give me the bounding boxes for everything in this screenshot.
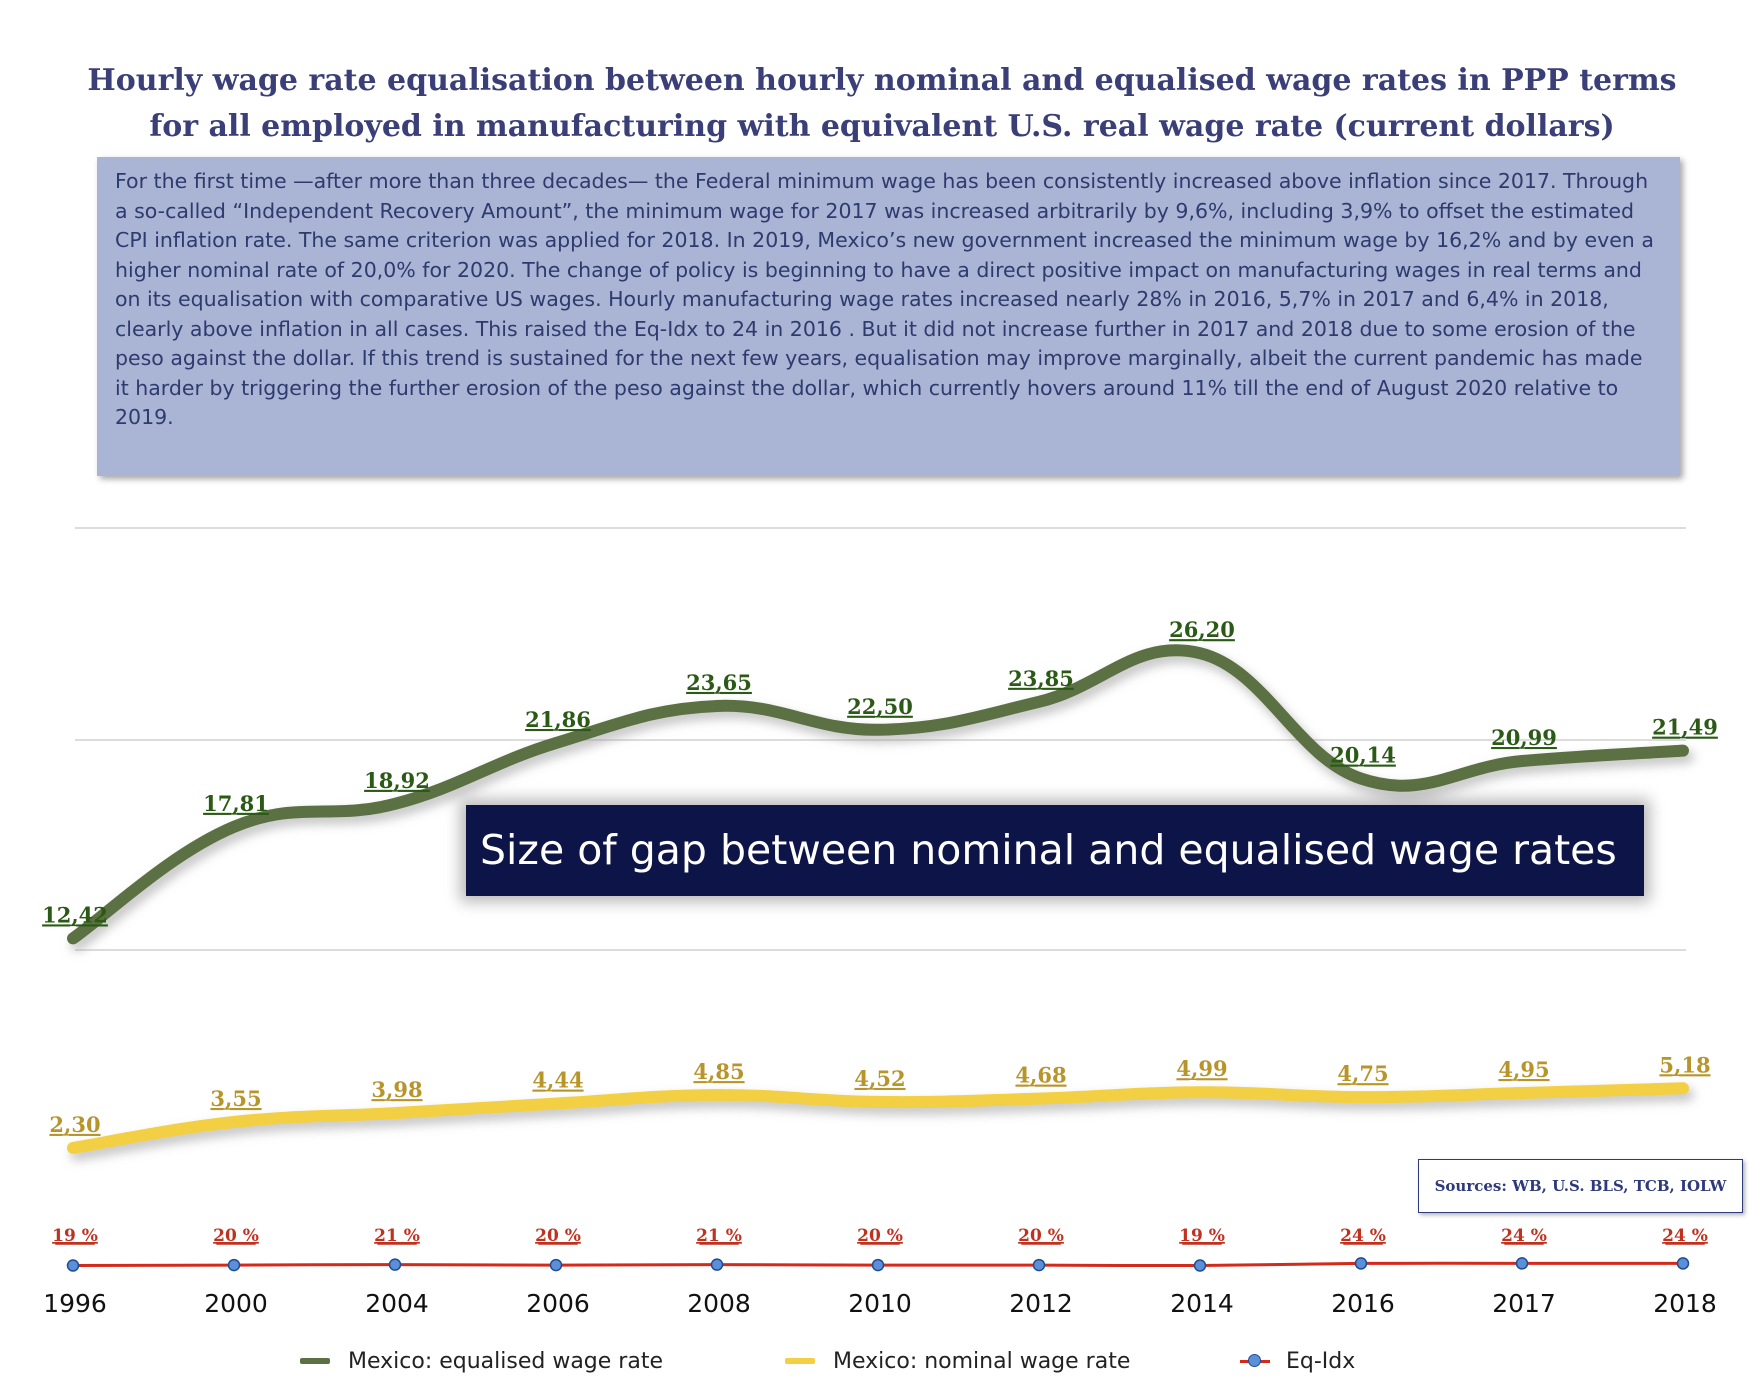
nominal-data-label: 4,99	[1176, 1056, 1227, 1081]
x-tick-label: 2017	[1492, 1289, 1556, 1318]
legend-swatch-equalised	[300, 1358, 330, 1364]
eqidx-marker	[1193, 1259, 1207, 1272]
equalised-data-label: 12,42	[42, 902, 108, 927]
eqidx-data-label: 20 %	[1018, 1226, 1064, 1246]
equalised-data-label: 17,81	[203, 791, 269, 816]
x-tick-label: 2014	[1170, 1289, 1234, 1318]
x-tick-label: 2012	[1009, 1289, 1073, 1318]
x-axis-ticks: 1996 2000 2004 2006 2008 2010 2012 2014 2016 2017…	[43, 1289, 1717, 1318]
nominal-wage-line	[67, 1082, 1689, 1154]
x-tick-label: 2018	[1653, 1289, 1717, 1318]
eqidx-data-label: 24 %	[1501, 1226, 1547, 1246]
sources-box: Sources: WB, U.S. BLS, TCB, IOLW	[1418, 1159, 1743, 1213]
nominal-data-label: 4,52	[854, 1066, 905, 1091]
eqidx-marker	[871, 1258, 885, 1272]
eqidx-data-label: 24 %	[1340, 1226, 1386, 1246]
eqidx-data-label: 20 %	[857, 1226, 903, 1246]
eqidx-data-label: 21 %	[696, 1226, 742, 1246]
x-tick-label: 2000	[204, 1289, 268, 1318]
commentary-note: For the first time —after more than thre…	[97, 157, 1680, 476]
nominal-data-label: 5,18	[1659, 1052, 1710, 1077]
eqidx-marker	[1515, 1257, 1529, 1270]
equalised-data-label: 23,85	[1008, 666, 1074, 691]
chart-title-line-1: Hourly wage rate equalisation between ho…	[87, 63, 1677, 98]
eqidx-data-label: 19 %	[1179, 1226, 1225, 1246]
eqidx-marker	[1032, 1258, 1046, 1272]
equalised-data-label: 21,49	[1652, 715, 1718, 740]
legend-swatch-nominal	[785, 1358, 815, 1364]
legend-label-eqidx: Eq-Idx	[1286, 1348, 1356, 1374]
x-tick-label: 2008	[687, 1289, 751, 1318]
x-tick-label: 2004	[365, 1289, 429, 1318]
legend-item-equalised: Mexico: equalised wage rate	[300, 1346, 663, 1376]
nominal-data-label: 4,75	[1337, 1061, 1388, 1086]
equalised-data-label: 20,14	[1330, 743, 1396, 768]
chart-title: Hourly wage rate equalisation between ho…	[0, 58, 1764, 150]
nominal-data-label: 4,95	[1498, 1057, 1549, 1082]
eqidx-marker	[388, 1258, 402, 1271]
eqidx-marker	[1676, 1257, 1690, 1270]
equalised-wage-line	[67, 644, 1689, 945]
equalised-data-label: 22,50	[847, 694, 913, 719]
nominal-data-label: 4,44	[532, 1068, 583, 1093]
legend-item-eqidx: Eq-Idx	[1240, 1346, 1355, 1376]
nominal-data-label: 3,98	[371, 1077, 422, 1102]
equalised-data-label: 23,65	[686, 670, 752, 695]
eqidx-marker	[1354, 1257, 1368, 1270]
legend-label-equalised: Mexico: equalised wage rate	[348, 1348, 663, 1374]
x-tick-label: 1996	[43, 1289, 107, 1318]
legend-label-nominal: Mexico: nominal wage rate	[833, 1348, 1131, 1374]
x-tick-label: 2010	[848, 1289, 912, 1318]
x-tick-label: 2006	[526, 1289, 590, 1318]
legend-item-nominal: Mexico: nominal wage rate	[785, 1346, 1130, 1376]
equalised-data-label: 21,86	[525, 707, 591, 732]
eqidx-data-label: 24 %	[1662, 1226, 1708, 1246]
series-markers	[66, 1257, 1690, 1272]
eqidx-marker	[710, 1258, 724, 1271]
legend-marker-eqidx	[1240, 1354, 1270, 1368]
gap-annotation-banner: Size of gap between nominal and equalise…	[466, 805, 1644, 896]
x-tick-label: 2016	[1331, 1289, 1395, 1318]
eqidx-data-label: 19 %	[52, 1226, 98, 1246]
eqidx-data-label: 20 %	[213, 1226, 259, 1246]
data-labels: 12,42 17,81 18,92 21,86 23,65 22,50 23,85 26,20…	[42, 617, 1718, 1246]
eqidx-marker	[227, 1258, 241, 1272]
chart-title-line-2: for all employed in manufacturing with e…	[149, 109, 1615, 144]
eqidx-marker	[549, 1258, 563, 1272]
nominal-data-label: 3,55	[210, 1086, 261, 1111]
equalised-data-label: 18,92	[364, 768, 430, 793]
nominal-data-label: 4,68	[1015, 1063, 1066, 1088]
equalised-data-label: 26,20	[1169, 617, 1235, 642]
eqidx-data-label: 21 %	[374, 1226, 420, 1246]
eqidx-marker	[66, 1259, 80, 1272]
equalised-data-label: 20,99	[1491, 725, 1557, 750]
eqidx-data-label: 20 %	[535, 1226, 581, 1246]
nominal-data-label: 4,85	[693, 1059, 744, 1084]
nominal-data-label: 2,30	[49, 1112, 100, 1137]
